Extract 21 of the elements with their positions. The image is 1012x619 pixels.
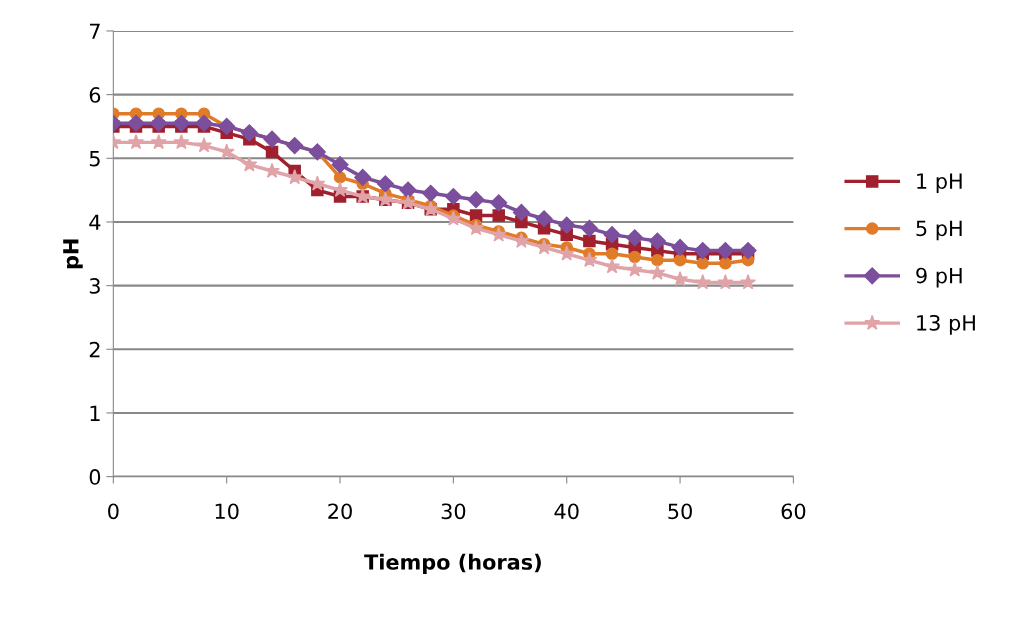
x-tick-label: 60 [781, 503, 806, 520]
y-tick-label: 0 [89, 469, 101, 485]
legend-label: 13 pH [917, 314, 975, 335]
x-tick-label: 30 [441, 503, 466, 520]
legend-label: 5 pH [916, 220, 962, 241]
x-tick-label: 10 [215, 503, 239, 520]
y-tick-label: 4 [89, 214, 101, 230]
x-tick-label: 20 [328, 503, 352, 520]
legend-label: 1 pH [917, 173, 962, 193]
y-tick-label: 7 [89, 23, 100, 39]
y-tick-label: 3 [89, 278, 100, 294]
x-axis-title: Tiempo (horas) [364, 553, 541, 574]
x-tick-label: 40 [554, 503, 579, 520]
x-tick-label: 0 [108, 503, 119, 520]
y-tick-label: 2 [89, 341, 100, 358]
legend-label: 9 pH [916, 267, 962, 288]
y-tick-label: 5 [89, 151, 100, 167]
y-tick-label: 1 [90, 405, 100, 421]
y-tick-label: 6 [89, 87, 101, 103]
x-tick-label: 50 [668, 503, 692, 520]
y-axis-title: pH [63, 239, 83, 269]
